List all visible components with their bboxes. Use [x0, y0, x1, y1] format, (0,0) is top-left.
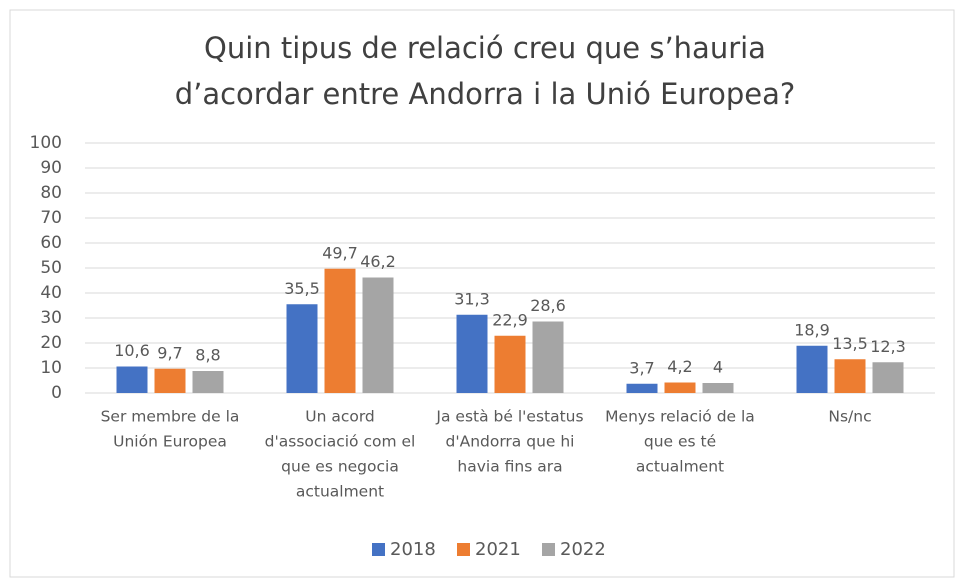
bar [324, 268, 356, 393]
legend-swatch [372, 543, 385, 556]
value-label: 10,6 [114, 341, 150, 360]
legend-label: 2018 [390, 539, 436, 560]
bar [872, 362, 904, 393]
value-label: 46,2 [360, 252, 396, 271]
y-tick-label: 100 [30, 133, 62, 153]
x-tick-label: d'Andorra que hi [445, 433, 574, 451]
bar [532, 321, 564, 393]
value-label: 4,2 [667, 357, 692, 376]
y-tick-label: 80 [40, 183, 62, 203]
value-label: 13,5 [832, 334, 868, 353]
x-tick-label: que es negocia [281, 458, 399, 476]
legend-swatch [542, 543, 555, 556]
value-label: 35,5 [284, 279, 320, 298]
value-label: 4 [713, 358, 723, 377]
x-tick-label: actualment [296, 483, 384, 501]
bar [702, 383, 734, 393]
x-tick-label: Un acord [305, 408, 375, 426]
bar [154, 368, 186, 393]
bar [456, 314, 488, 393]
bar [286, 304, 318, 393]
legend-label: 2022 [560, 539, 606, 560]
y-tick-label: 70 [40, 208, 62, 228]
x-tick-label: Ns/nc [828, 408, 871, 426]
y-tick-label: 20 [40, 333, 62, 353]
bar [796, 345, 828, 393]
value-label: 8,8 [195, 346, 220, 365]
value-label: 3,7 [629, 358, 654, 377]
bar [192, 371, 224, 393]
y-tick-label: 30 [40, 308, 62, 328]
x-tick-label: Menys relació de la [605, 408, 755, 426]
y-tick-label: 10 [40, 358, 62, 378]
y-tick-label: 0 [51, 383, 62, 403]
bar [834, 359, 866, 393]
bar [664, 382, 696, 393]
x-tick-label: Unión Europea [113, 433, 227, 451]
x-tick-label: Ja està bé l'estatus [435, 408, 583, 426]
bar [626, 383, 658, 393]
x-tick-label: havia fins ara [457, 458, 562, 476]
value-label: 12,3 [870, 337, 906, 356]
bar [362, 277, 394, 393]
y-tick-label: 40 [40, 283, 62, 303]
value-label: 49,7 [322, 243, 358, 262]
y-tick-label: 90 [40, 158, 62, 178]
y-tick-label: 60 [40, 233, 62, 253]
value-label: 18,9 [794, 320, 830, 339]
y-tick-label: 50 [40, 258, 62, 278]
x-tick-label: Ser membre de la [101, 408, 240, 426]
value-label: 28,6 [530, 296, 566, 315]
legend-label: 2021 [475, 539, 521, 560]
chart-title: Quin tipus de relació creu que s’hauria [204, 31, 766, 65]
bar [116, 366, 148, 393]
x-tick-label: que es té [644, 433, 716, 451]
value-label: 9,7 [157, 343, 182, 362]
chart-title: d’acordar entre Andorra i la Unió Europe… [175, 77, 796, 111]
value-label: 31,3 [454, 289, 490, 308]
legend-swatch [457, 543, 470, 556]
x-tick-label: d'associació com el [265, 433, 416, 451]
bar [494, 335, 526, 393]
value-label: 22,9 [492, 310, 528, 329]
x-tick-label: actualment [636, 458, 724, 476]
